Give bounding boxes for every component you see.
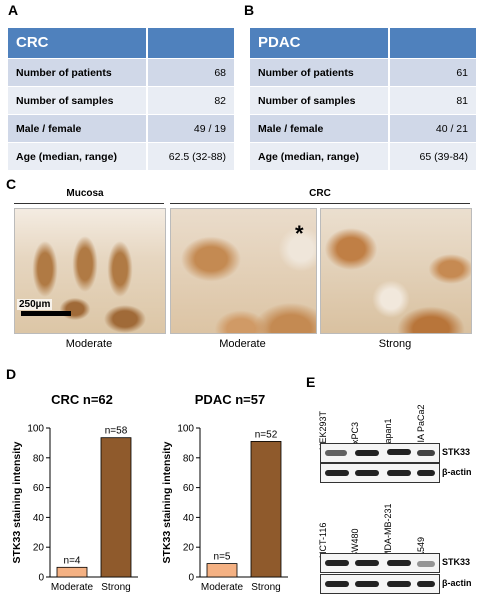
y-tick-label: 40 <box>183 513 195 524</box>
bar-moderate <box>206 563 238 578</box>
blot-actin-top <box>320 463 440 483</box>
table-row: Age (median, range) 62.5 (32-88) <box>8 142 234 170</box>
panel-a-letter: A <box>8 2 19 18</box>
y-axis-label: STK33 staining intensity <box>11 441 23 563</box>
row-label: Number of samples <box>8 87 148 114</box>
row-label: Number of patients <box>250 59 390 86</box>
scale-bar <box>21 311 71 316</box>
x-tick-label: Strong <box>251 582 280 593</box>
table-row: Number of patients 68 <box>8 58 234 86</box>
crc-table-header: CRC <box>8 28 234 58</box>
x-tick-label: Strong <box>101 582 130 593</box>
mucosa-bracket <box>14 203 164 204</box>
row-value: 65 (39-84) <box>419 150 468 163</box>
y-tick-label: 0 <box>188 573 194 584</box>
y-tick-label: 60 <box>183 483 195 494</box>
row-label: Male / female <box>250 115 390 142</box>
data-label: n=4 <box>64 555 81 566</box>
blot-actin-bottom <box>320 574 440 594</box>
blot-label: β-actin <box>442 467 472 477</box>
y-axis-label: STK33 staining intensity <box>161 441 173 563</box>
y-tick-label: 20 <box>33 543 45 554</box>
crc-moderate-histology-image: * <box>170 208 317 334</box>
table-row: Number of samples 81 <box>250 86 476 114</box>
lane-label: MDA-MB-231 <box>383 503 393 558</box>
panel-b-letter: B <box>244 2 255 18</box>
table-row: Male / female 49 / 19 <box>8 114 234 142</box>
caption-crc-strong: Strong <box>378 338 412 350</box>
y-tick-label: 100 <box>27 424 44 435</box>
row-value: 40 / 21 <box>435 122 468 135</box>
y-tick-label: 80 <box>33 453 45 464</box>
crc-chart: CRC n=62 0 20 40 60 80 100 STK33 staining inten… <box>11 392 138 593</box>
panel-c-letter: C <box>6 176 17 192</box>
crc-group-label: CRC <box>309 188 331 199</box>
x-tick-label: Moderate <box>51 582 94 593</box>
blot-label: STK33 <box>442 447 471 457</box>
blot-stk33-top <box>320 443 440 463</box>
panel-d-letter: D <box>6 366 17 382</box>
data-label: n=58 <box>105 426 128 437</box>
crc-bracket <box>170 203 470 204</box>
row-label: Number of patients <box>8 59 148 86</box>
table-row: Male / female 40 / 21 <box>250 114 476 142</box>
caption-mucosa: Moderate <box>65 338 113 350</box>
x-tick-label: Moderate <box>201 582 244 593</box>
pdac-table-title: PDAC <box>250 28 390 58</box>
blot-label: STK33 <box>442 557 471 567</box>
row-value: 82 <box>214 94 226 107</box>
table-row: Number of patients 61 <box>250 58 476 86</box>
y-tick-label: 40 <box>33 513 45 524</box>
table-row: Number of samples 82 <box>8 86 234 114</box>
mucosa-histology-image: 250µm <box>14 208 166 334</box>
caption-crc-moderate: Moderate <box>219 338 266 350</box>
panel-e-letter: E <box>306 374 316 390</box>
row-label: Age (median, range) <box>8 143 148 170</box>
bar-charts: CRC n=62 0 20 40 60 80 100 STK33 staining inten… <box>11 392 288 593</box>
chart-title: PDAC n=57 <box>195 392 265 407</box>
bar-strong <box>100 437 132 578</box>
blot-label: β-actin <box>442 578 472 588</box>
row-value: 49 / 19 <box>193 122 226 135</box>
pdac-chart: PDAC n=57 0 20 40 60 80 100 STK33 staining inte… <box>161 392 288 593</box>
crc-strong-histology-image <box>320 208 472 334</box>
asterisk-marker: * <box>295 221 304 246</box>
row-label: Male / female <box>8 115 148 142</box>
pdac-table: PDAC Number of patients 61 Number of samp… <box>250 28 476 170</box>
y-tick-label: 20 <box>183 543 195 554</box>
mucosa-label: Mucosa <box>66 188 104 199</box>
bar-strong <box>250 441 282 578</box>
row-value: 61 <box>456 66 468 79</box>
scale-bar-label: 250µm <box>17 299 53 310</box>
y-tick-label: 100 <box>177 424 194 435</box>
chart-title: CRC n=62 <box>51 392 113 407</box>
row-value: 62.5 (32-88) <box>168 150 226 163</box>
row-label: Age (median, range) <box>250 143 390 170</box>
row-value: 68 <box>214 66 226 79</box>
row-value: 81 <box>456 94 468 107</box>
bar-moderate <box>56 566 88 578</box>
blot-stk33-bottom <box>320 553 440 573</box>
table-row: Age (median, range) 65 (39-84) <box>250 142 476 170</box>
pdac-table-header: PDAC <box>250 28 476 58</box>
crc-table-title: CRC <box>8 28 148 58</box>
y-tick-label: 60 <box>33 483 45 494</box>
y-tick-label: 80 <box>183 453 195 464</box>
data-label: n=5 <box>214 552 231 563</box>
row-label: Number of samples <box>250 87 390 114</box>
crc-table: CRC Number of patients 68 Number of sampl… <box>8 28 234 170</box>
data-label: n=52 <box>255 429 278 440</box>
y-tick-label: 0 <box>38 573 44 584</box>
